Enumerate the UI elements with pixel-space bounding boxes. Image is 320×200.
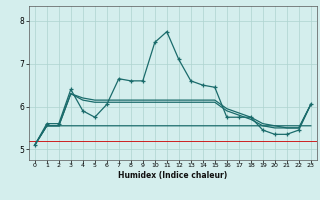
X-axis label: Humidex (Indice chaleur): Humidex (Indice chaleur) [118, 171, 228, 180]
